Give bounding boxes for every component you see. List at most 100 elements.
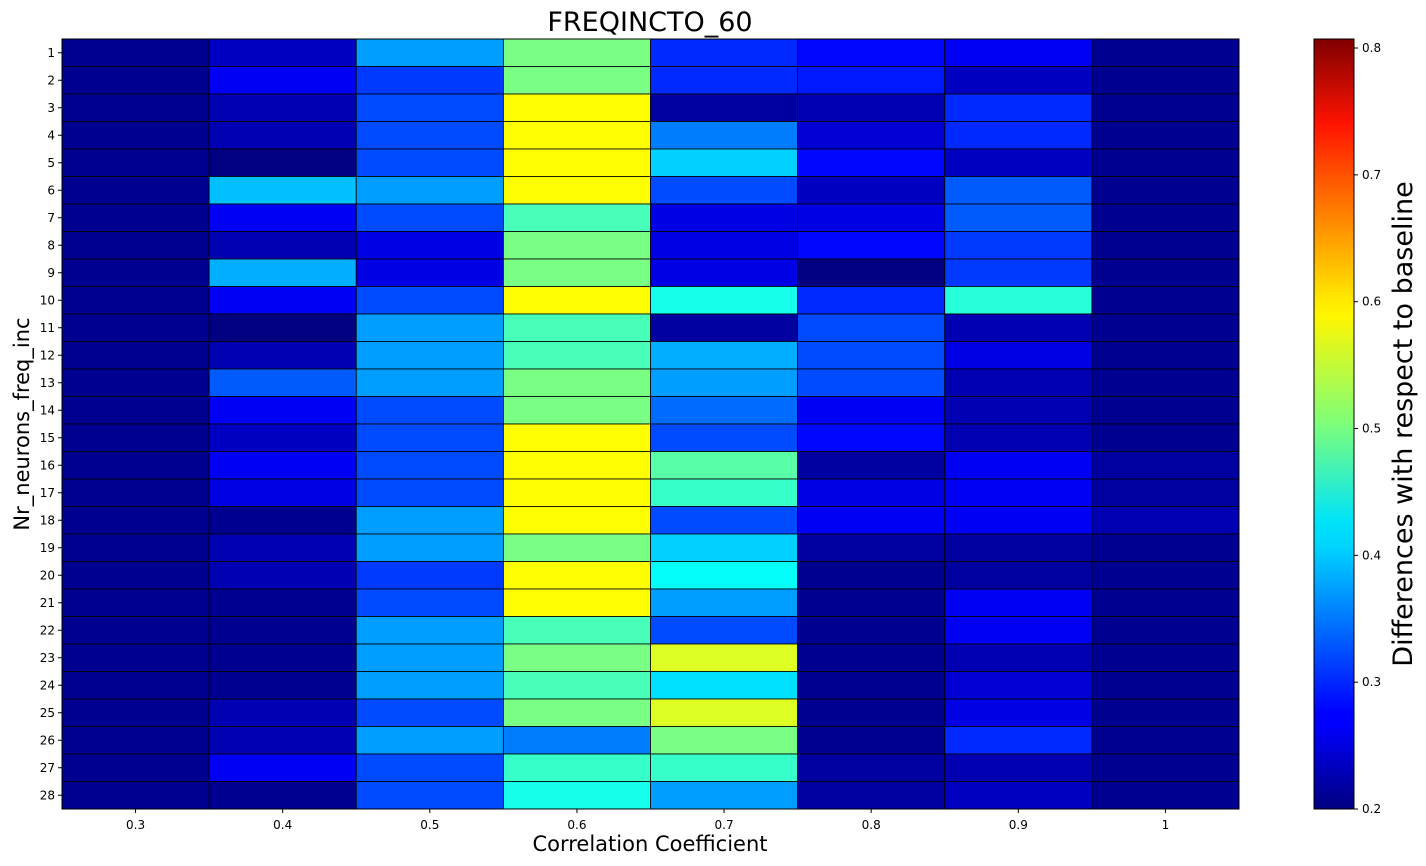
heatmap-cell [502,753,651,782]
heatmap-cell [650,121,799,150]
heatmap-cell [1091,423,1240,452]
heatmap-cell [355,423,504,452]
y-tick-label: 21 [40,596,55,610]
heatmap-cell [1091,478,1240,507]
heatmap-cell [208,533,357,562]
heatmap-cell [1091,176,1240,205]
heatmap-cell [502,313,651,342]
heatmap-cell [502,203,651,232]
heatmap-cell [650,781,799,810]
heatmap-cell [61,451,210,480]
heatmap-cell [650,231,799,260]
y-tick-label: 20 [40,568,55,582]
heatmap-cell [1091,588,1240,617]
heatmap-cells [61,38,1240,810]
x-tick-label: 0.6 [567,818,586,832]
heatmap-cell [650,451,799,480]
heatmap-cell [797,726,946,755]
heatmap-cell [208,176,357,205]
heatmap-cell [502,286,651,315]
heatmap-cell [650,726,799,755]
heatmap-cell [944,506,1093,535]
heatmap-cell [61,121,210,150]
heatmap-cell [650,616,799,645]
y-tick-label: 1 [47,46,55,60]
heatmap-cell [502,533,651,562]
heatmap-cell [502,148,651,177]
heatmap-cell [61,231,210,260]
heatmap-cell [61,533,210,562]
y-tick-label: 10 [40,293,55,307]
heatmap-cell [61,671,210,700]
y-tick-label: 15 [40,431,55,445]
heatmap-cell [208,231,357,260]
heatmap-cell [502,341,651,370]
heatmap-cell [502,423,651,452]
heatmap-cell [944,671,1093,700]
heatmap-cell [650,643,799,672]
heatmap-cell [355,121,504,150]
heatmap-cell [355,643,504,672]
y-axis-label: Nr_neurons_freq_inc [10,317,35,530]
heatmap-cell [61,341,210,370]
heatmap-cell [355,533,504,562]
heatmap-cell [944,396,1093,425]
heatmap-cell [61,698,210,727]
heatmap-cell [61,286,210,315]
y-tick-label: 9 [47,266,55,280]
heatmap-cell [355,451,504,480]
heatmap-cell [355,753,504,782]
heatmap-cell [650,38,799,67]
heatmap-cell [355,368,504,397]
heatmap-cell [944,588,1093,617]
heatmap-cell [797,93,946,122]
heatmap-cell [502,643,651,672]
heatmap-cell [208,781,357,810]
heatmap-cell [797,121,946,150]
heatmap-cell [355,671,504,700]
heatmap-cell [650,671,799,700]
heatmap-cell [208,671,357,700]
heatmap-cell [502,698,651,727]
heatmap-cell [944,148,1093,177]
heatmap-cell [1091,231,1240,260]
heatmap-cell [650,203,799,232]
heatmap-cell [208,396,357,425]
heatmap-cell [355,203,504,232]
y-tick-label: 25 [40,706,55,720]
y-tick-label: 13 [40,376,55,390]
x-tick-labels: 0.3 0.4 0.5 0.6 0.7 0.8 0.9 1 [126,809,1169,832]
y-tick-label: 5 [47,156,55,170]
heatmap-cell [944,93,1093,122]
heatmap-cell [1091,753,1240,782]
heatmap-cell [1091,121,1240,150]
heatmap-cell [208,93,357,122]
y-tick-label: 6 [47,183,55,197]
heatmap-cell [1091,148,1240,177]
heatmap-cell [944,286,1093,315]
heatmap-cell [944,203,1093,232]
heatmap-cell [61,478,210,507]
heatmap-cell [502,176,651,205]
heatmap-cell [797,66,946,95]
heatmap-cell [502,561,651,590]
y-tick-labels: 1234567891011121314151617181920212223242… [40,46,62,802]
heatmap-cell [502,396,651,425]
heatmap-cell [650,313,799,342]
heatmap-cell [797,698,946,727]
heatmap-cell [650,258,799,287]
heatmap-cell [502,368,651,397]
heatmap-cell [650,698,799,727]
heatmap-cell [355,588,504,617]
heatmap-cell [797,643,946,672]
heatmap-cell [650,396,799,425]
plot-frame [61,38,1240,810]
heatmap-cell [1091,781,1240,810]
y-tick-label: 2 [47,73,55,87]
heatmap-cell [1091,286,1240,315]
heatmap-cell [944,616,1093,645]
y-tick-label: 28 [40,788,55,802]
heatmap-cell [1091,258,1240,287]
heatmap-cell [502,781,651,810]
